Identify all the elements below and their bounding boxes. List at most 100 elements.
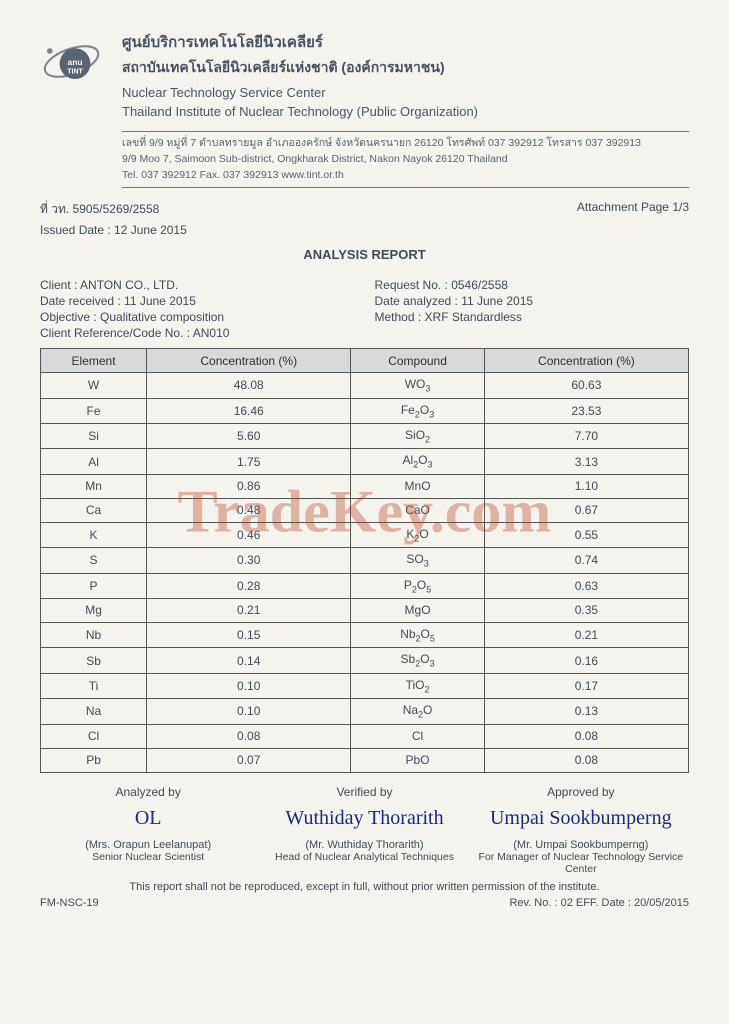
letterhead: anu TINT ศูนย์บริการเทคโนโลยีนิวเคลียร์ … <box>40 30 689 123</box>
table-header: Element <box>41 349 147 373</box>
table-row: Si5.60SiO27.70 <box>41 424 689 449</box>
table-row: Sb0.14Sb2O30.16 <box>41 648 689 673</box>
meta-block: ที่ วท. 5905/5269/2558 Attachment Page 1… <box>40 200 689 237</box>
table-row: W48.08WO360.63 <box>41 373 689 398</box>
table-cell: SiO2 <box>351 424 484 449</box>
svg-text:anu: anu <box>68 57 83 67</box>
table-cell: Fe <box>41 398 147 423</box>
table-cell: 0.48 <box>147 498 351 522</box>
sig-approved: Approved by Umpai Sookbumperng (Mr. Umpa… <box>473 785 689 875</box>
signature-1: OL <box>40 807 256 835</box>
table-row: Cl0.08Cl0.08 <box>41 724 689 748</box>
org-name-thai-1: ศูนย์บริการเทคโนโลยีนิวเคลียร์ <box>122 30 689 54</box>
table-cell: CaO <box>351 498 484 522</box>
table-cell: 0.30 <box>147 548 351 573</box>
table-cell: 16.46 <box>147 398 351 423</box>
table-cell: Al2O3 <box>351 449 484 474</box>
table-cell: 1.10 <box>484 474 688 498</box>
address-line-3: Tel. 037 392912 Fax. 037 392913 www.tint… <box>122 168 689 184</box>
org-name-en-2: Thailand Institute of Nuclear Technology… <box>122 104 689 119</box>
date-received: Date received : 11 June 2015 <box>40 294 355 308</box>
table-cell: Ti <box>41 673 147 698</box>
table-cell: Nb <box>41 622 147 647</box>
table-row: Nb0.15Nb2O50.21 <box>41 622 689 647</box>
table-cell: 1.75 <box>147 449 351 474</box>
table-cell: Sb2O3 <box>351 648 484 673</box>
table-cell: W <box>41 373 147 398</box>
org-logo: anu TINT <box>40 30 110 100</box>
signatures-row: Analyzed by OL (Mrs. Orapun Leelanupat) … <box>40 785 689 875</box>
table-cell: 0.67 <box>484 498 688 522</box>
document-page: anu TINT ศูนย์บริการเทคโนโลยีนิวเคลียร์ … <box>0 0 729 929</box>
table-cell: K <box>41 522 147 547</box>
table-cell: 0.14 <box>147 648 351 673</box>
table-cell: 0.08 <box>484 748 688 772</box>
table-cell: P2O5 <box>351 573 484 598</box>
table-cell: 0.08 <box>147 724 351 748</box>
table-cell: 0.55 <box>484 522 688 547</box>
svg-text:TINT: TINT <box>67 68 83 75</box>
table-row: Mg0.21MgO0.35 <box>41 598 689 622</box>
client: Client : ANTON CO., LTD. <box>40 278 355 292</box>
table-cell: WO3 <box>351 373 484 398</box>
doc-ref-no: ที่ วท. 5905/5269/2558 <box>40 200 159 219</box>
table-cell: 0.86 <box>147 474 351 498</box>
table-cell: 5.60 <box>147 424 351 449</box>
table-cell: MnO <box>351 474 484 498</box>
address-line-2: 9/9 Moo 7, Saimoon Sub-district, Ongkhar… <box>122 152 689 168</box>
info-grid: Client : ANTON CO., LTD. Date received :… <box>40 276 689 342</box>
table-cell: 0.10 <box>147 699 351 724</box>
table-cell: 0.17 <box>484 673 688 698</box>
table-cell: 0.10 <box>147 673 351 698</box>
sig-analyzed: Analyzed by OL (Mrs. Orapun Leelanupat) … <box>40 785 256 875</box>
table-cell: 0.63 <box>484 573 688 598</box>
table-cell: 7.70 <box>484 424 688 449</box>
table-cell: Mg <box>41 598 147 622</box>
table-cell: 0.35 <box>484 598 688 622</box>
table-cell: TiO2 <box>351 673 484 698</box>
table-row: Ca0.48CaO0.67 <box>41 498 689 522</box>
table-cell: S <box>41 548 147 573</box>
table-cell: 23.53 <box>484 398 688 423</box>
table-row: Pb0.07PbO0.08 <box>41 748 689 772</box>
footer-row: FM-NSC-19 Rev. No. : 02 EFF. Date : 20/0… <box>40 897 689 909</box>
table-cell: Cl <box>351 724 484 748</box>
date-analyzed: Date analyzed : 11 June 2015 <box>375 294 690 308</box>
table-cell: 0.46 <box>147 522 351 547</box>
table-cell: 48.08 <box>147 373 351 398</box>
table-cell: Na <box>41 699 147 724</box>
table-cell: 0.21 <box>147 598 351 622</box>
table-row: K0.46K2O0.55 <box>41 522 689 547</box>
rev-no: Rev. No. : 02 EFF. Date : 20/05/2015 <box>509 897 689 909</box>
issued-date: Issued Date : 12 June 2015 <box>40 223 689 237</box>
sig-verified: Verified by Wuthiday Thorarith (Mr. Wuth… <box>256 785 472 875</box>
address-block: เลขที่ 9/9 หมู่ที่ 7 ตำบลทรายมูล อำเภออง… <box>122 131 689 188</box>
signature-3: Umpai Sookbumperng <box>473 807 689 835</box>
table-cell: 0.13 <box>484 699 688 724</box>
table-cell: MgO <box>351 598 484 622</box>
table-cell: 0.15 <box>147 622 351 647</box>
table-cell: PbO <box>351 748 484 772</box>
table-cell: Cl <box>41 724 147 748</box>
table-cell: Sb <box>41 648 147 673</box>
table-cell: 0.21 <box>484 622 688 647</box>
address-line-1: เลขที่ 9/9 หมู่ที่ 7 ตำบลทรายมูล อำเภออง… <box>122 136 689 152</box>
table-cell: 0.08 <box>484 724 688 748</box>
client-ref: Client Reference/Code No. : AN010 <box>40 326 355 340</box>
request-no: Request No. : 0546/2558 <box>375 278 690 292</box>
objective: Objective : Qualitative composition <box>40 310 355 324</box>
table-cell: Nb2O5 <box>351 622 484 647</box>
table-cell: Pb <box>41 748 147 772</box>
table-cell: 0.16 <box>484 648 688 673</box>
table-header: Concentration (%) <box>147 349 351 373</box>
signature-2: Wuthiday Thorarith <box>256 807 472 835</box>
table-cell: 0.07 <box>147 748 351 772</box>
attachment-page: Attachment Page 1/3 <box>577 200 689 219</box>
table-header: Concentration (%) <box>484 349 688 373</box>
form-no: FM-NSC-19 <box>40 897 99 909</box>
table-cell: Al <box>41 449 147 474</box>
table-cell: 0.74 <box>484 548 688 573</box>
table-row: Ti0.10TiO20.17 <box>41 673 689 698</box>
disclaimer: This report shall not be reproduced, exc… <box>40 881 689 893</box>
table-cell: 3.13 <box>484 449 688 474</box>
